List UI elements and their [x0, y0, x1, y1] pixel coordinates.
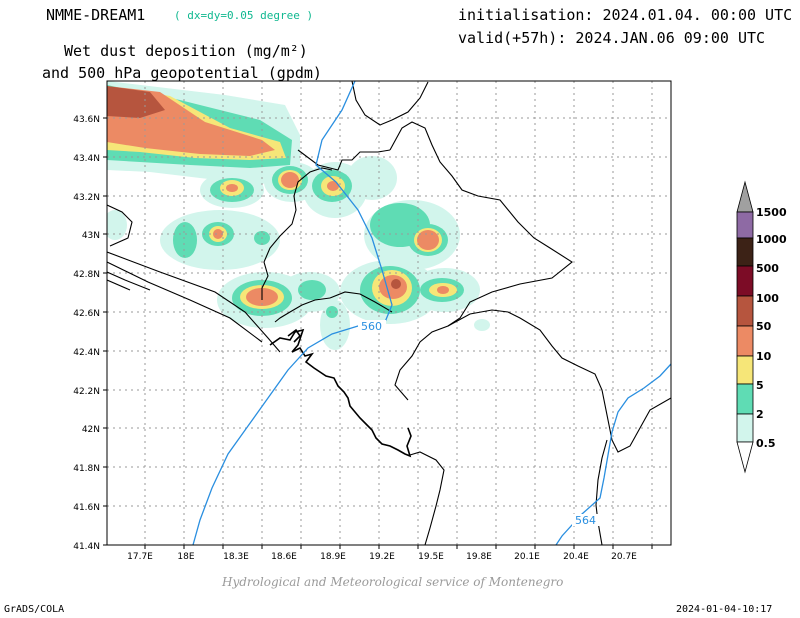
colorbar-box-5-10 [736, 355, 754, 385]
lat-tick-43.2N: 43.2N [73, 193, 100, 203]
lon-tick-18.3E: 18.3E [223, 552, 249, 562]
lon-tick-18.6E: 18.6E [271, 552, 297, 562]
lat-tick-42.8N: 42.8N [73, 270, 100, 280]
lat-tick-42.2N: 42.2N [73, 387, 100, 397]
lon-tick-20.7E: 20.7E [611, 552, 637, 562]
resolution-note: ( dx=dy=0.05 degree ) [174, 9, 314, 22]
map-frame [106, 80, 672, 546]
colorbar-box-0.5-2 [736, 413, 754, 443]
colorbar-box-100-500 [736, 265, 754, 297]
software-credit: GrADS/COLA [4, 604, 65, 615]
lon-tick-20.4E: 20.4E [563, 552, 589, 562]
credit-line: Hydrological and Meteorological service … [222, 575, 564, 589]
lon-tick-20.1E: 20.1E [514, 552, 540, 562]
contour-label-bg-560 [358, 320, 386, 332]
lat-tick-41.8N: 41.8N [73, 464, 100, 474]
lat-tick-43.4N: 43.4N [73, 154, 100, 164]
field-title-line2: and 500 hPa geopotential (gpdm) [42, 64, 322, 82]
lat-tick-42N: 42N [82, 425, 100, 435]
colorbar-label-0.5: 0.5 [756, 437, 776, 450]
field-title-line1: Wet dust deposition (mg/m²) [64, 42, 308, 60]
longitude-axis: 17.7E 18E 18.3E 18.6E 18.9E 19.2E 19.5E … [127, 545, 653, 562]
colorbar-box-2-5 [736, 383, 754, 415]
lon-tick-19.5E: 19.5E [418, 552, 444, 562]
lat-tick-41.6N: 41.6N [73, 503, 100, 513]
contour-label-560: 560 [361, 320, 382, 333]
colorbar-label-100: 100 [756, 292, 779, 305]
colorbar-bottom-arrow [736, 441, 754, 474]
lat-tick-42.6N: 42.6N [73, 309, 100, 319]
lat-tick-41.4N: 41.4N [73, 542, 100, 552]
lat-tick-43N: 43N [82, 231, 100, 241]
coastline [269, 328, 412, 458]
map-area: 560 564 [107, 81, 671, 545]
colorbar-box-10-50 [736, 325, 754, 357]
lon-tick-18E: 18E [177, 552, 194, 562]
colorbar-label-5: 5 [756, 379, 764, 392]
latitude-axis: 43.6N 43.4N 43.2N 43N 42.8N 42.6N 42.4N … [73, 115, 107, 552]
valid-time: valid(+57h): 2024.JAN.06 09:00 UTC [458, 29, 766, 47]
lon-tick-19.8E: 19.8E [466, 552, 492, 562]
colorbar-top-arrow [736, 180, 754, 213]
lat-lon-grid [107, 81, 671, 545]
colorbar-label-1000: 1000 [756, 233, 787, 246]
lon-tick-19.2E: 19.2E [369, 552, 395, 562]
contour-label-bg-564 [572, 514, 600, 526]
country-borders [107, 81, 671, 545]
colorbar-label-500: 500 [756, 262, 779, 275]
colorbar-label-1500: 1500 [756, 206, 787, 219]
lon-tick-18.9E: 18.9E [320, 552, 346, 562]
model-title: NMME-DREAM1 [46, 6, 146, 24]
colorbar-label-10: 10 [756, 350, 772, 363]
colorbar-box-500-1000 [736, 237, 754, 267]
colorbar-box-1000-1500 [736, 211, 754, 239]
colorbar-box-50-100 [736, 295, 754, 327]
lon-tick-17.7E: 17.7E [127, 552, 153, 562]
colorbar [736, 180, 754, 474]
deposition-50-100-layer [107, 86, 401, 289]
lat-tick-42.4N: 42.4N [73, 348, 100, 358]
colorbar-label-2: 2 [756, 408, 764, 421]
contour-label-564: 564 [575, 514, 596, 527]
initialisation-time: initialisation: 2024.01.04. 00:00 UTC [458, 6, 793, 24]
colorbar-label-50: 50 [756, 320, 772, 333]
generated-timestamp: 2024-01-04-10:17 [676, 604, 773, 615]
lat-tick-43.6N: 43.6N [73, 115, 100, 125]
